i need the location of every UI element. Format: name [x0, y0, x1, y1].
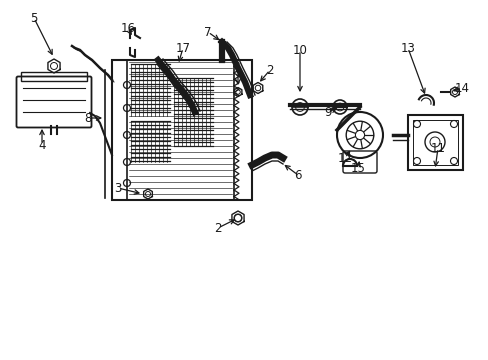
Text: 4: 4: [38, 139, 46, 152]
Text: 5: 5: [30, 12, 38, 24]
Text: 7: 7: [204, 26, 211, 39]
Text: 2: 2: [214, 221, 221, 234]
Text: 17: 17: [175, 41, 190, 54]
Text: 8: 8: [84, 112, 92, 125]
Text: 2: 2: [265, 63, 273, 77]
Text: 13: 13: [400, 41, 415, 54]
Text: 11: 11: [429, 141, 445, 154]
Text: 14: 14: [453, 81, 468, 95]
Bar: [407, 115, 462, 170]
Text: 1: 1: [234, 66, 241, 78]
Bar: [21, 72, 87, 81]
Text: 16: 16: [120, 22, 135, 35]
Text: 10: 10: [292, 44, 307, 57]
Text: 9: 9: [324, 105, 331, 118]
Text: 6: 6: [294, 168, 301, 181]
Text: 15: 15: [350, 162, 365, 175]
Text: 12: 12: [337, 152, 352, 165]
Text: 3: 3: [114, 181, 122, 194]
Bar: [412, 120, 457, 165]
